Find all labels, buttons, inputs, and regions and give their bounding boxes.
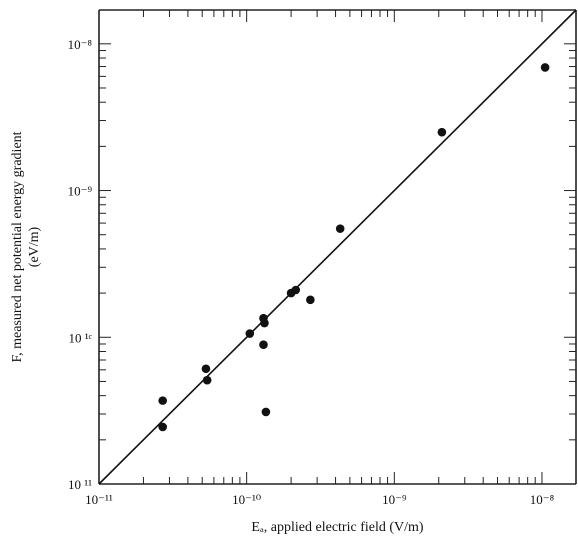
- y-tick-labels: 10 ¹¹ 10 ¹ᶜ 10⁻⁹ 10⁻⁸: [68, 37, 93, 492]
- data-point: [158, 422, 167, 432]
- data-points: [158, 63, 550, 432]
- x-tick-label-1: 10⁻¹⁰: [232, 492, 261, 507]
- data-point: [437, 127, 447, 137]
- y-tick-label-2: 10⁻⁹: [68, 184, 93, 199]
- data-point: [158, 396, 167, 405]
- y-tick-label-1: 10 ¹ᶜ: [69, 330, 93, 345]
- data-point: [202, 375, 212, 385]
- x-tick-labels: 10⁻¹¹ 10⁻¹⁰ 10⁻⁹ 10⁻⁸: [85, 492, 554, 507]
- data-point: [259, 340, 268, 349]
- data-point: [260, 318, 269, 328]
- data-point: [540, 63, 550, 72]
- x-tick-label-0: 10⁻¹¹: [85, 492, 113, 507]
- plot-frame: [98, 9, 577, 485]
- axis-ticks: [98, 10, 576, 485]
- y-tick-label-0: 10 ¹¹: [68, 477, 92, 492]
- y-axis-unit: (eV/m): [27, 226, 42, 267]
- x-tick-label-2: 10⁻⁹: [382, 492, 407, 507]
- data-point: [261, 407, 271, 417]
- y-tick-label-3: 10⁻⁸: [68, 37, 93, 52]
- data-point: [335, 224, 345, 233]
- x-tick-label-3: 10⁻⁸: [530, 492, 555, 507]
- data-point: [201, 364, 211, 374]
- data-point: [291, 285, 301, 295]
- data-point: [245, 329, 255, 338]
- fit-line-group: [98, 9, 577, 485]
- x-axis-title: Eₐ, applied electric field (V/m): [251, 520, 423, 535]
- fit-line: [98, 9, 577, 485]
- data-point: [306, 295, 315, 305]
- y-axis-title: F, measured net potential energy gradien…: [10, 131, 25, 362]
